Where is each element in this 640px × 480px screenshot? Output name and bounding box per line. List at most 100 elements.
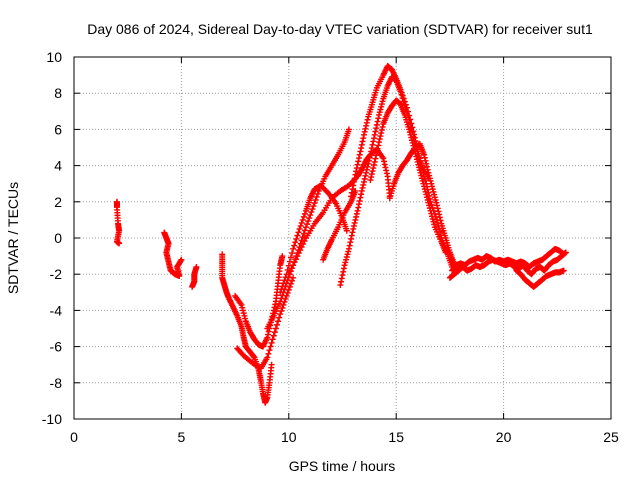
data-point [371,158,378,165]
data-point [382,164,389,171]
data-point [366,154,373,161]
data-point [265,350,272,357]
y-tick-label: 0 [54,230,62,246]
data-point [279,304,286,311]
data-point [413,153,420,160]
series-tail-3 [513,267,567,290]
data-point [269,336,276,343]
data-point [293,235,300,242]
y-tick-label: -2 [50,266,63,282]
data-point [276,314,283,321]
data-point [239,304,246,311]
data-point [301,238,308,245]
data-point [300,213,307,220]
data-point [367,151,374,158]
data-point [437,217,444,224]
data-point [280,301,287,308]
y-tick-label: 10 [46,49,62,65]
data-point [350,182,357,189]
data-point [353,165,360,172]
series-arc-dip-3 [234,274,297,372]
data-point [345,245,352,252]
data-point [429,213,435,220]
data-point [414,158,421,165]
data-point [359,138,366,145]
data-point [426,175,433,182]
data-point [399,92,406,99]
series-arc-early-3 [189,263,200,290]
data-point [376,109,383,116]
data-point [431,221,438,228]
data-point [351,175,358,182]
data-point [299,234,306,241]
data-point [409,139,416,146]
data-point [358,141,365,148]
data-point [238,301,245,308]
x-tick-label: 10 [281,429,297,445]
data-point [306,215,313,222]
data-point [374,145,381,152]
data-point [313,193,320,200]
data-point [297,222,304,229]
data-point [178,256,185,263]
data-point [358,145,365,152]
data-point [425,199,432,206]
data-point [368,148,375,155]
y-tick-label: 2 [54,194,62,210]
data-point [371,131,378,138]
data-point [312,196,319,203]
data-point [289,250,296,257]
data-point [339,272,346,279]
data-point [352,216,359,223]
data-point [381,161,388,168]
data-point [291,259,298,266]
data-point [353,168,360,175]
data-point [363,122,370,129]
y-axis-label: SDTVAR / TECUs [5,182,21,294]
data-point [341,262,348,269]
data-point [298,219,305,226]
data-point [369,141,376,148]
data-point [353,210,360,217]
data-point [359,184,366,191]
data-point [285,271,292,278]
data-point [421,154,428,161]
data-point [268,339,275,346]
data-point [350,225,357,232]
data-point [278,286,285,293]
data-point [375,142,382,149]
data-point [287,268,294,275]
data-point [436,211,443,218]
series-arc-early-2 [161,229,185,280]
data-point [403,104,410,111]
data-point [295,250,302,257]
data-point [265,328,272,335]
data-point [282,274,289,281]
data-point [355,204,362,211]
x-axis: 0 5 10 15 20 25 [70,57,619,445]
data-point [383,170,390,177]
data-point [277,311,284,318]
data-point [360,178,367,185]
data-point [349,229,356,236]
data-point [371,135,378,142]
data-point [417,169,424,176]
series-arc-early-1 [113,198,123,247]
data-point [423,194,430,201]
data-point [353,213,360,220]
data-point [418,175,425,182]
data-point [426,202,433,209]
x-axis-label: GPS time / hours [289,458,396,474]
data-point [240,310,247,317]
data-point [406,126,413,133]
data-point [291,242,298,249]
data-point [345,126,352,133]
data-point [354,161,361,168]
data-point [422,188,429,195]
data-point [430,218,437,225]
data-point [310,203,317,210]
data-point [412,150,419,157]
data-point [338,278,345,285]
data-point [369,168,376,175]
data-point [415,161,422,168]
